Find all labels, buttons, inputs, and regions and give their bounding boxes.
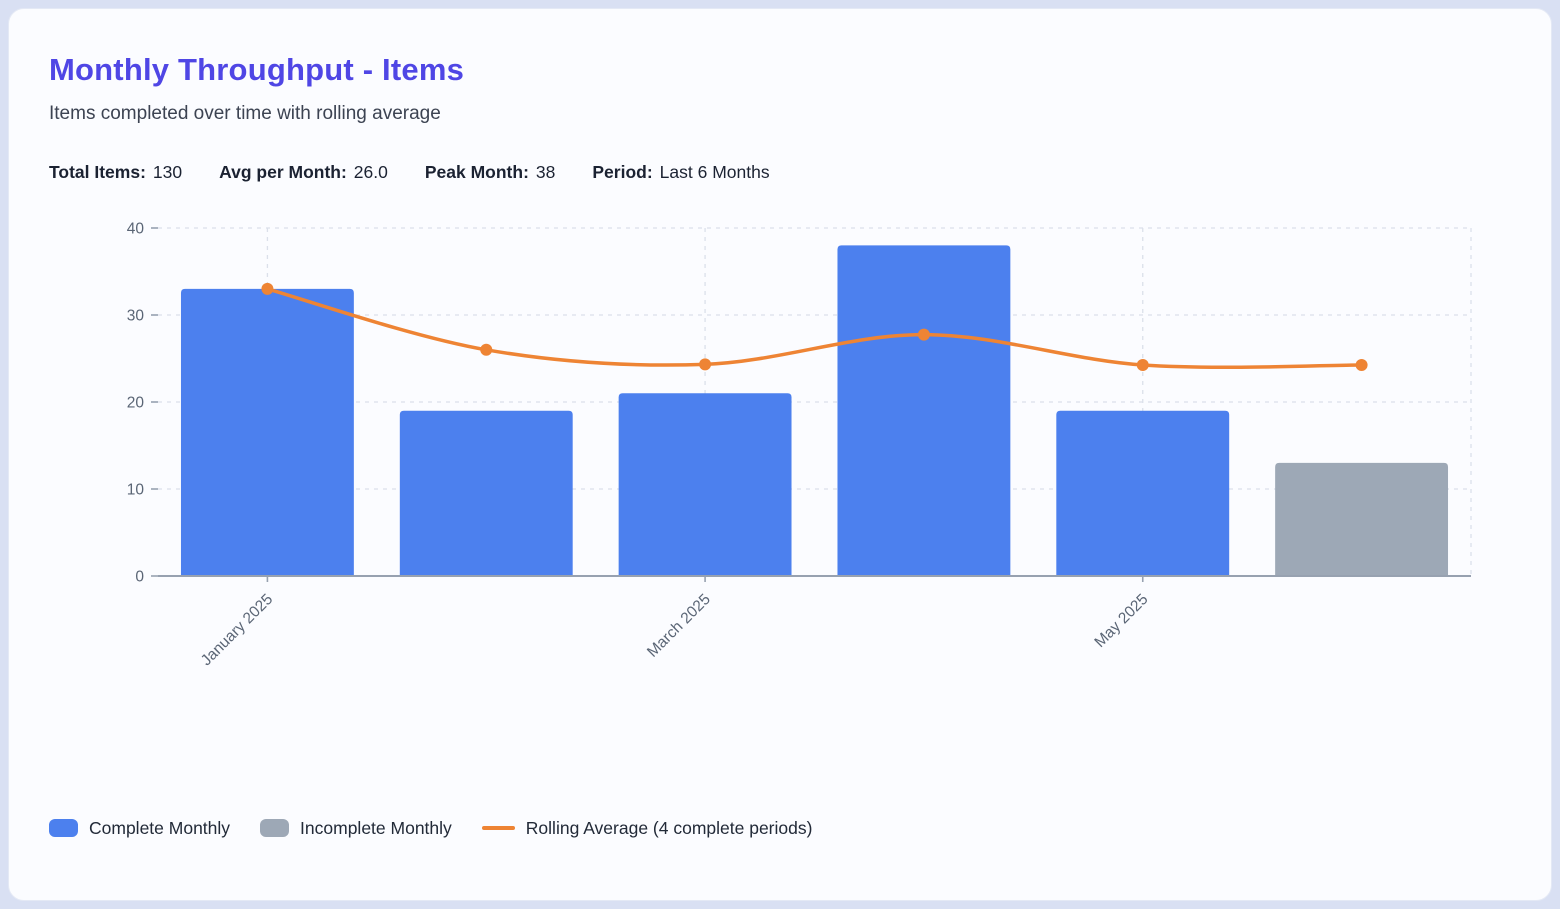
throughput-chart[interactable]: 0 10 20 30 40 January 2025 March 2025 May 2025 [49,208,1513,768]
y-tick-label: 40 [127,220,145,237]
stat-label: Total Items: [49,161,146,182]
stat-item: Total Items: 130 [49,160,182,184]
stat-value: 130 [152,161,183,182]
stat-value: 38 [535,161,556,182]
rolling-average-line [265,286,1364,369]
bar-march-2025[interactable] [618,393,792,576]
rolling-average-point-june-2025[interactable] [1355,358,1368,371]
legend-pill-swatch [260,819,290,838]
x-tick-label: May 2025 [1091,591,1151,651]
rolling-average-point-may-2025[interactable] [1136,358,1149,371]
stat-item: Avg per Month: 26.0 [219,160,388,184]
bar-february-2025[interactable] [399,410,573,576]
bar-may-2025[interactable] [1056,410,1230,576]
x-tick-label: January 2025 [198,591,276,669]
y-tick-label: 20 [127,394,145,411]
bar-january-2025[interactable] [180,288,354,576]
rolling-average-point-april-2025[interactable] [917,328,930,341]
legend-item-complete-monthly[interactable]: Complete Monthly [49,818,230,839]
stat-label: Avg per Month: [219,161,347,182]
legend-label: Rolling Average (4 complete periods) [525,817,813,838]
page-subtitle: Items completed over time with rolling a… [49,103,441,125]
legend-label: Complete Monthly [89,817,231,838]
stats-row: Total Items: 130 Avg per Month: 26.0 Peak Mo… [49,160,1511,184]
legend-line-swatch [481,826,515,831]
stat-value: 26.0 [353,161,388,182]
x-tick-label: March 2025 [644,591,714,661]
stat-label: Peak Month: [424,161,529,182]
page-title: Monthly Throughput - Items [49,52,465,87]
bar-april-2025[interactable] [837,245,1011,576]
chart-legend: Complete Monthly Incomplete Monthly Rollin… [49,818,1511,839]
legend-label: Incomplete Monthly [300,817,452,838]
legend-item-incomplete-monthly[interactable]: Incomplete Monthly [260,818,452,839]
rolling-average-point-january-2025[interactable] [261,282,274,295]
legend-pill-swatch [49,819,78,838]
rolling-average-point-march-2025[interactable] [699,358,712,371]
throughput-card: Monthly Throughput - Items Items complet… [8,8,1552,901]
stat-value: Last 6 Months [659,161,770,182]
stat-label: Period: [592,161,653,182]
stat-item: Peak Month: 38 [425,160,556,184]
y-tick-label: 0 [135,568,144,585]
stat-item: Period: Last 6 Months [592,160,769,184]
y-tick-label: 10 [127,481,145,498]
bar-june-2025[interactable] [1275,462,1449,576]
legend-item-rolling-average-4-complete-periods[interactable]: Rolling Average (4 complete periods) [481,817,813,839]
rolling-average-point-february-2025[interactable] [480,343,493,356]
y-tick-label: 30 [127,307,145,324]
